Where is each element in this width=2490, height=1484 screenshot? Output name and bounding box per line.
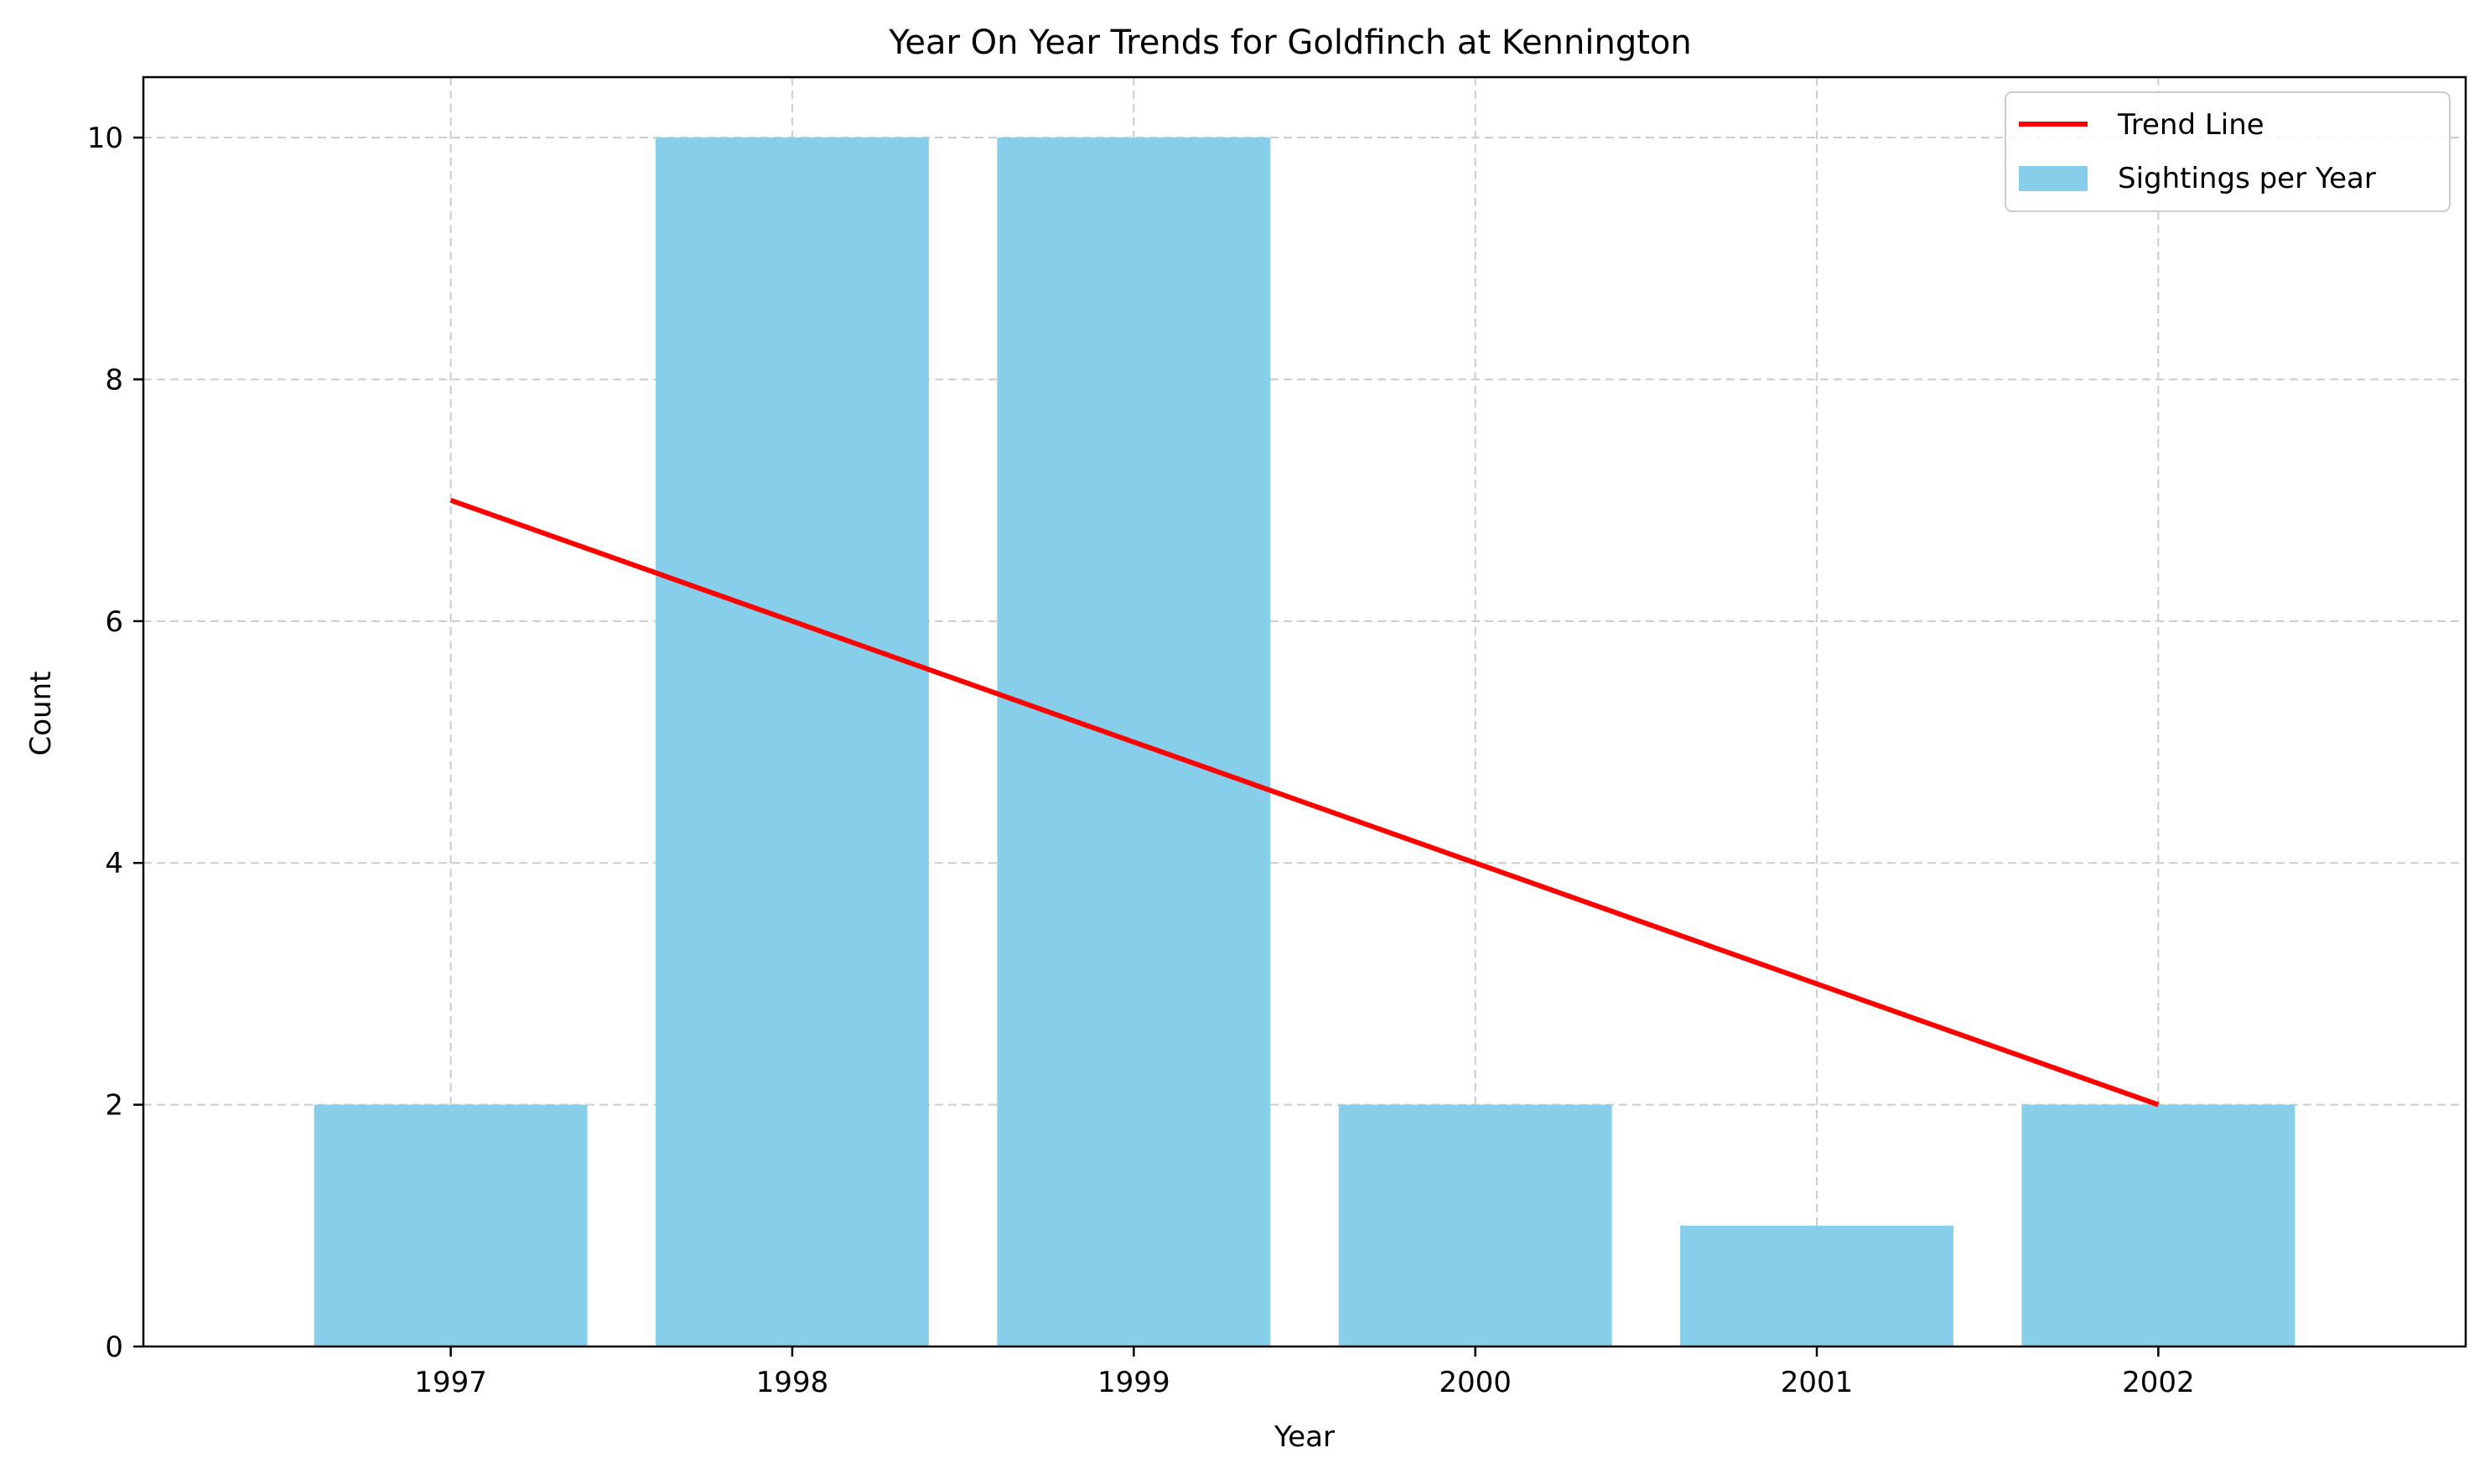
ticks-layer: 1997 1998 1999 2000 2001 2002 0 2 4 6 8 10 xyxy=(87,122,2195,1399)
chart-title: Year On Year Trends for Goldfinch at Ken… xyxy=(888,23,1692,62)
y-tick-label: 2 xyxy=(105,1089,123,1123)
x-tick-label: 1997 xyxy=(414,1366,487,1399)
legend: Trend Line Sightings per Year xyxy=(2005,91,2451,212)
bar-1998 xyxy=(656,138,929,1347)
x-tick-label: 1998 xyxy=(756,1366,829,1399)
legend-box xyxy=(2005,91,2451,212)
legend-bar-swatch xyxy=(2019,166,2088,191)
bar-2000 xyxy=(1338,1104,1612,1346)
y-tick-label: 6 xyxy=(105,605,123,639)
trend-line xyxy=(449,497,2160,1108)
y-tick-label: 10 xyxy=(87,122,123,155)
trend-line-layer xyxy=(449,497,2160,1108)
y-tick-label: 8 xyxy=(105,363,123,397)
legend-trend-line-label: Trend Line xyxy=(2117,108,2264,142)
bar-2001 xyxy=(1680,1225,1953,1346)
x-tick-label: 2002 xyxy=(2122,1366,2195,1399)
legend-sightings-label: Sightings per Year xyxy=(2118,162,2376,195)
y-tick-label: 4 xyxy=(105,847,123,880)
x-axis-label: Year xyxy=(1274,1420,1335,1454)
x-tick-label: 1999 xyxy=(1097,1366,1170,1399)
x-tick-label: 2000 xyxy=(1439,1366,1512,1399)
bar-1997 xyxy=(314,1104,588,1346)
bar-2002 xyxy=(2021,1104,2295,1346)
y-axis-label: Count xyxy=(24,672,58,756)
y-tick-label: 0 xyxy=(105,1331,123,1364)
x-tick-label: 2001 xyxy=(1781,1366,1854,1399)
plot-frame xyxy=(142,75,2467,1348)
axes-layer xyxy=(142,75,2467,1348)
